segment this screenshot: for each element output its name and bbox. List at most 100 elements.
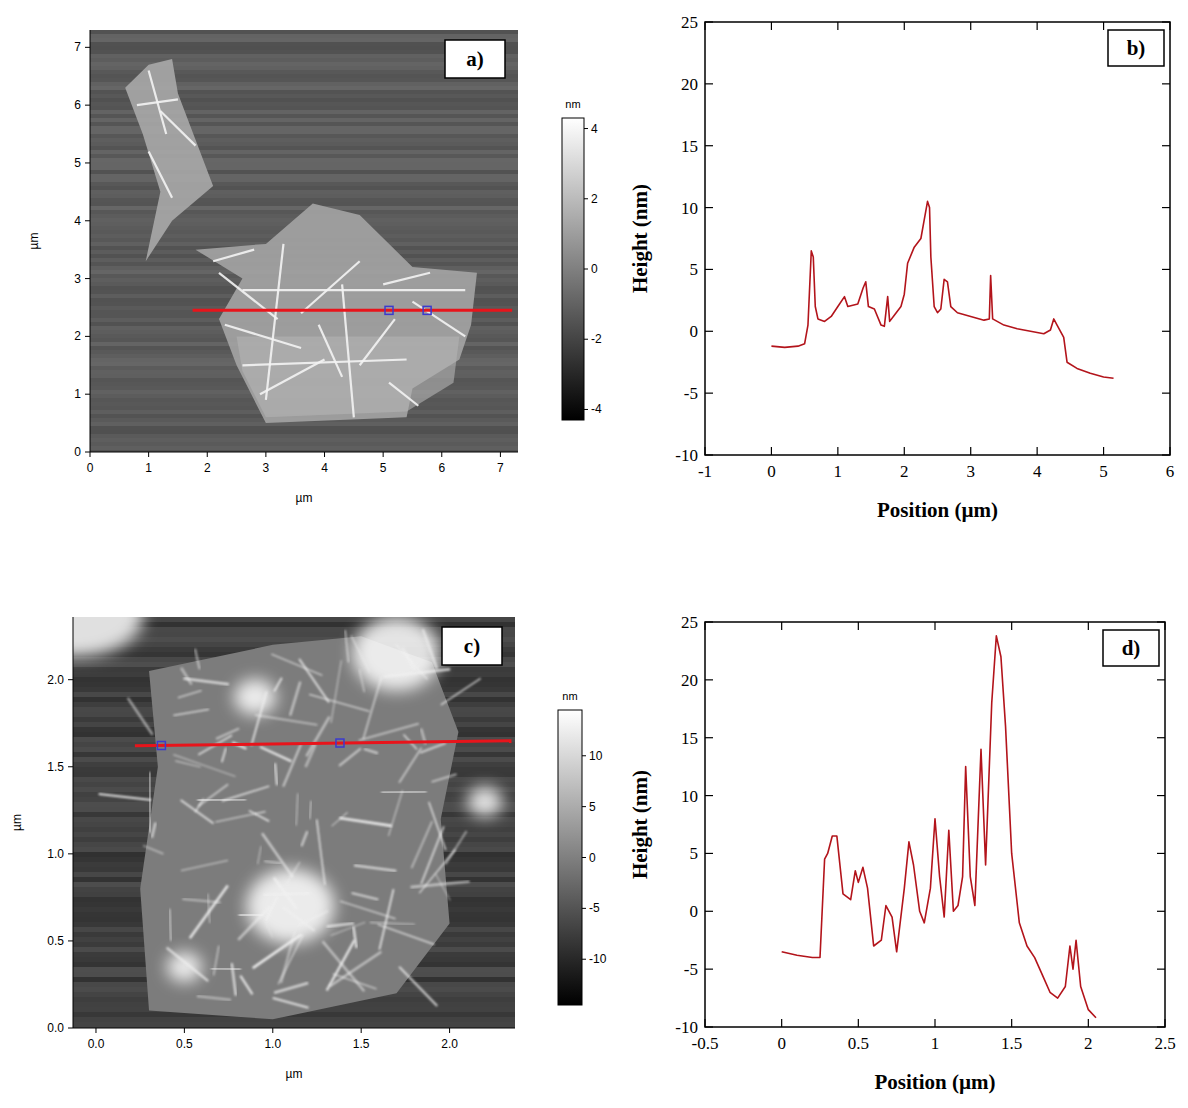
x-tick [781,1019,782,1027]
y-axis-line [73,617,74,1028]
x-tick-label: 1 [834,462,843,481]
wrinkle [432,774,457,782]
x-tick-top [1011,622,1012,630]
x-tick [184,1028,185,1033]
wrinkle [379,889,393,950]
wrinkle [399,748,421,783]
y-tick [68,1028,73,1029]
wrinkle [258,846,261,864]
y-tick-right [1157,621,1165,622]
flake [140,636,458,1019]
wrinkle [260,360,324,395]
wrinkle [301,261,360,313]
panel-label: a) [466,47,484,71]
wrinkle [216,729,239,739]
x-tick-label: 1.5 [1001,1034,1022,1053]
x-tick-label: 2 [1084,1034,1093,1053]
wrinkle [381,792,426,793]
wrinkle [190,886,228,939]
x-tick [500,452,501,457]
scan-streak [90,30,518,34]
bright-region [352,617,441,691]
wrinkle [354,865,396,871]
y-tick [705,737,713,738]
x-tick-label: 0.0 [88,1037,105,1051]
y-tick-label: 1.5 [47,760,64,774]
wrinkle [197,996,231,1000]
wrinkle [128,698,153,735]
x-tick [1103,447,1104,455]
x-tick [383,452,384,457]
wrinkle [274,678,282,692]
colorbar-tick-label: 4 [591,122,598,136]
x-tick-top [771,22,772,30]
wrinkle [339,818,391,826]
wrinkle [266,922,273,937]
y-tick-right [1157,969,1165,970]
colorbar-tick-label: 10 [589,749,603,763]
wrinkle [423,629,437,669]
x-tick-label: 2.5 [1154,1034,1175,1053]
scan-streak [90,422,518,426]
wrinkle [178,691,202,698]
x-tick-top [781,622,782,630]
wrinkle [327,940,355,990]
wrinkle [309,801,311,819]
x-tick-label: 0 [777,1034,786,1053]
profile-line [135,741,512,746]
y-tick-label: -10 [675,446,698,465]
x-axis-line [73,1028,515,1029]
wrinkle [274,878,297,909]
y-axis-title: µm [10,814,24,831]
wrinkle [353,927,356,948]
x-tick-label: 0 [87,461,94,475]
wrinkle [239,914,264,917]
x-tick [1164,1019,1165,1027]
y-tick-right [1157,795,1165,796]
x-tick-label: 4 [1033,462,1042,481]
x-axis-title: Position (µm) [874,1070,995,1094]
y-tick-right [1157,679,1165,680]
y-tick-label: 20 [681,671,698,690]
wrinkle [99,794,152,800]
panel-label: d) [1122,636,1141,660]
y-tick-label: 0 [74,445,81,459]
x-tick [207,452,208,457]
wrinkle [197,799,246,801]
panel-label-box [445,40,505,78]
scan-streak [90,450,518,452]
plot-frame [705,622,1165,1027]
wrinkle [389,383,418,406]
colorbar-tick-label: -5 [589,901,600,915]
wrinkle [359,669,364,692]
colorbar-tick [584,128,588,129]
wrinkle [238,906,270,940]
y-tick-label: 20 [681,75,698,94]
image-background [90,30,518,452]
x-tick [771,447,772,455]
y-tick-label: 10 [681,199,698,218]
y-tick-label: 0 [690,322,699,341]
wrinkle [264,861,281,864]
x-tick-label: 1.5 [353,1037,370,1051]
colorbar-tick [582,806,586,807]
x-tick [704,447,705,455]
x-tick [95,1028,96,1033]
scan-streak [73,1017,515,1022]
scan-streak [90,438,518,442]
x-axis-title: µm [296,491,313,505]
scan-streak [90,198,518,202]
y-tick-label: 5 [690,260,699,279]
wrinkle [412,821,433,868]
x-tick-top [704,22,705,30]
x-tick [970,447,971,455]
y-tick-label: 4 [74,214,81,228]
wrinkle [195,649,200,670]
plot-area [782,636,1096,1018]
colorbar-tick [584,269,588,270]
wrinkle [137,99,178,105]
x-tick-label: 1 [145,461,152,475]
x-tick [704,1019,705,1027]
wrinkle [149,151,172,197]
x-tick [272,1028,273,1033]
